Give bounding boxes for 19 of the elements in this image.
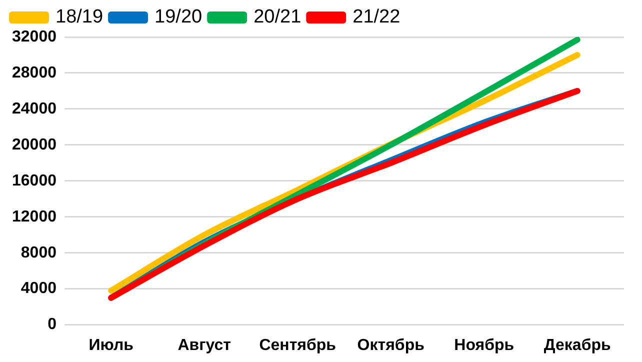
y-tick-label: 4000 bbox=[20, 280, 57, 298]
legend-label: 20/21 bbox=[254, 6, 302, 28]
y-tick-label: 28000 bbox=[12, 64, 57, 82]
x-tick-label: Декабрь bbox=[544, 336, 611, 354]
y-tick-label: 20000 bbox=[12, 136, 57, 154]
y-tick-label: 32000 bbox=[12, 28, 57, 46]
y-tick-label: 0 bbox=[48, 316, 57, 334]
legend-label: 21/22 bbox=[352, 6, 400, 28]
y-tick-label: 24000 bbox=[12, 100, 57, 118]
legend-label: 18/19 bbox=[56, 6, 104, 28]
y-tick-label: 8000 bbox=[20, 244, 57, 262]
x-tick-label: Сентябрь bbox=[259, 336, 336, 354]
x-tick-label: Август bbox=[178, 336, 232, 354]
y-tick-label: 12000 bbox=[12, 208, 57, 226]
x-tick-label: Июль bbox=[88, 336, 134, 354]
legend-label: 19/20 bbox=[154, 6, 202, 28]
y-tick-label: 16000 bbox=[12, 172, 57, 190]
x-tick-label: Октябрь bbox=[357, 336, 425, 354]
x-tick-label: Ноябрь bbox=[454, 336, 514, 354]
